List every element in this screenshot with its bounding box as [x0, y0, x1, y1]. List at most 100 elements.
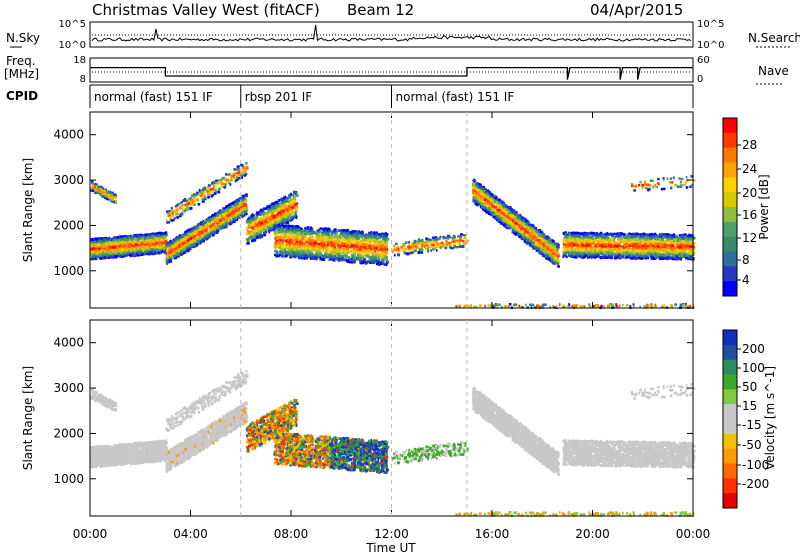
power-cell [302, 230, 304, 233]
power-cell [276, 246, 279, 249]
power-cell [102, 257, 104, 260]
power-cell [190, 237, 192, 240]
power-cell [164, 240, 167, 243]
power-cell [158, 242, 161, 245]
power-cell [123, 255, 125, 258]
power-cell [253, 234, 256, 237]
power-cell [207, 234, 209, 237]
noise-tick-right-high: 10^5 [697, 19, 724, 30]
power-cell [243, 197, 245, 200]
power-cell [176, 208, 178, 211]
power-cell [120, 241, 122, 244]
power-cell [292, 216, 294, 219]
power-cell [223, 217, 225, 220]
power-cell [188, 229, 191, 232]
power-cell [126, 248, 128, 251]
power-cell [211, 227, 213, 230]
power-cell [263, 212, 265, 215]
power-cell [171, 210, 174, 213]
power-cell [91, 239, 94, 242]
power-cell [168, 243, 170, 246]
power-cell [260, 228, 262, 231]
power-cell [213, 185, 215, 188]
power-cell [129, 245, 131, 248]
power-cell [101, 246, 103, 249]
power-cell [100, 250, 102, 253]
power-cell [151, 237, 154, 240]
power-cell [117, 236, 119, 239]
power-cell [275, 210, 277, 213]
power-cell [172, 215, 175, 218]
power-cell [311, 232, 313, 235]
power-cell [186, 230, 188, 233]
power-cell [253, 214, 255, 217]
power-cell [172, 244, 174, 247]
power-cell [169, 217, 172, 220]
power-cell [237, 172, 240, 175]
power-cell [207, 192, 209, 195]
power-cell [295, 213, 297, 216]
power-cell [174, 243, 176, 246]
power-cell [313, 231, 315, 234]
power-cell [116, 239, 118, 242]
power-cell [176, 216, 179, 219]
power-cell [258, 231, 261, 234]
power-cell [217, 222, 219, 225]
power-cell [109, 255, 111, 258]
power-cell [272, 221, 274, 224]
power-cell [232, 205, 234, 208]
power-cell [172, 248, 175, 251]
power-cell [220, 185, 223, 188]
power-cell [247, 242, 249, 245]
power-cell [238, 167, 240, 170]
power-cell [271, 215, 274, 218]
power-cell [182, 208, 184, 211]
power-cell [262, 208, 265, 211]
power-cell [207, 218, 210, 221]
power-cell [162, 232, 164, 235]
power-cell [142, 238, 144, 241]
power-cell [109, 252, 111, 255]
power-cell [158, 239, 160, 242]
power-cell [277, 221, 279, 224]
power-cell [172, 212, 174, 215]
power-cell [182, 234, 184, 237]
power-cell [197, 240, 200, 243]
power-cell [246, 166, 249, 169]
power-cell [145, 233, 148, 236]
power-cell [247, 239, 249, 242]
power-cell [135, 243, 138, 246]
power-cell [178, 235, 180, 238]
power-cell [103, 245, 105, 248]
power-cell [230, 183, 232, 186]
power-cell [166, 261, 168, 264]
noise-tick-left-low: 10^0 [59, 40, 86, 51]
power-cell [149, 247, 151, 250]
power-cell [114, 255, 117, 258]
power-cell [179, 246, 181, 249]
cpid-segment-label: normal (fast) 151 IF [94, 90, 213, 104]
power-cell [115, 200, 117, 203]
cpid-segment-label: normal (fast) 151 IF [396, 90, 515, 104]
power-cell [281, 198, 283, 201]
power-cell [217, 214, 219, 217]
power-cell [182, 249, 185, 252]
power-cell [248, 237, 251, 240]
power-cell [281, 255, 284, 258]
power-cell [245, 162, 247, 165]
power-cell [152, 250, 155, 253]
power-cell [196, 199, 198, 202]
power-cell [229, 222, 232, 225]
power-cell [265, 207, 267, 210]
power-cell [310, 236, 312, 239]
power-cell [212, 231, 214, 234]
power-cell [244, 174, 246, 177]
power-cell [256, 236, 258, 239]
power-cell [244, 169, 247, 172]
power-cell [230, 179, 232, 182]
power-cell [280, 204, 282, 207]
power-cell [308, 239, 310, 242]
power-cell [92, 190, 94, 193]
power-cell [251, 236, 253, 239]
